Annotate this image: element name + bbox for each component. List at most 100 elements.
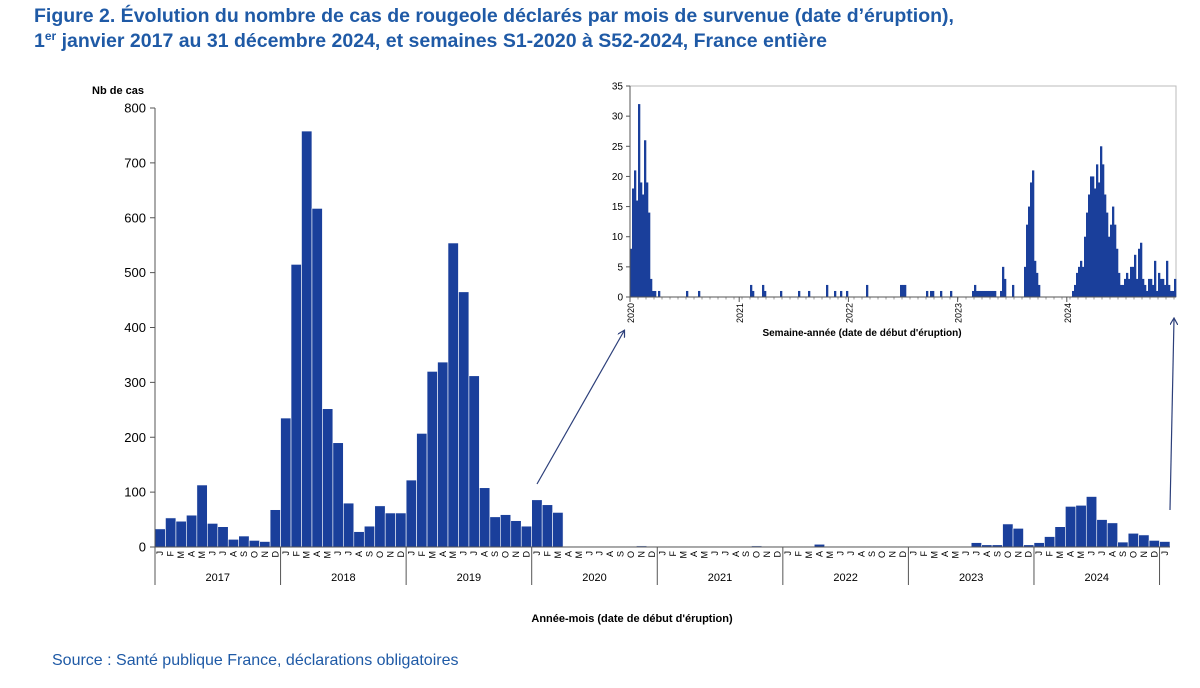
monthly-bar — [1012, 528, 1024, 548]
weekly-bar — [686, 290, 689, 297]
monthly-year-label: 2017 — [206, 572, 230, 584]
monthly-month-tick-label: J — [1097, 551, 1107, 556]
monthly-month-tick-label: J — [1160, 551, 1170, 556]
monthly-y-tick-label: 800 — [124, 101, 146, 116]
weekly-bar — [1148, 278, 1151, 297]
inset-x-axis-label: Semaine-année (date de début d'éruption) — [762, 328, 961, 339]
weekly-bar — [632, 188, 635, 297]
weekly-bar — [1024, 266, 1027, 297]
weekly-bar — [904, 284, 907, 297]
monthly-month-tick-label: N — [511, 551, 521, 558]
monthly-y-tick-label: 0 — [139, 540, 146, 555]
weekly-bar — [1160, 278, 1163, 297]
monthly-month-tick-label: J — [218, 551, 228, 556]
monthly-bar — [500, 514, 512, 548]
monthly-month-tick-label: D — [773, 551, 783, 558]
monthly-month-tick-label: N — [1013, 551, 1023, 558]
monthly-bar — [165, 517, 177, 548]
monthly-month-tick-label: D — [647, 551, 657, 558]
monthly-bar — [531, 499, 543, 548]
weekly-bar — [658, 290, 661, 297]
weekly-bar — [1092, 176, 1095, 297]
monthly-bar — [426, 371, 438, 548]
monthly-month-tick-label: F — [166, 551, 176, 557]
weekly-bar — [840, 290, 843, 297]
weekly-bar — [780, 290, 783, 297]
monthly-bar — [332, 442, 344, 548]
monthly-bar — [353, 531, 365, 548]
monthly-bar — [363, 525, 376, 548]
monthly-month-tick-label: J — [971, 551, 981, 556]
monthly-bar — [175, 520, 187, 548]
monthly-month-tick-label: A — [814, 551, 824, 557]
weekly-bar — [826, 284, 829, 297]
weekly-bar — [1034, 260, 1037, 297]
monthly-bar — [520, 525, 532, 548]
weekly-bar — [636, 200, 639, 297]
weekly-bar — [1138, 248, 1141, 297]
weekly-bar — [978, 290, 981, 297]
monthly-month-tick-label: N — [260, 551, 270, 558]
monthly-x-axis-label: Année-mois (date de début d'éruption) — [531, 613, 733, 625]
weekly-bar — [752, 290, 755, 297]
monthly-month-tick-label: M — [804, 551, 814, 559]
figure-title: Figure 2. Évolution du nombre de cas de … — [34, 4, 1184, 54]
monthly-bar — [1148, 540, 1160, 548]
monthly-month-tick-label: A — [354, 551, 364, 557]
zoom-arrow-left — [536, 331, 624, 485]
weekly-bar — [1082, 266, 1085, 297]
monthly-month-tick-label: F — [794, 551, 804, 557]
weekly-bar — [994, 290, 997, 297]
weekly-bar — [1002, 266, 1005, 297]
monthly-month-tick-label: M — [678, 551, 688, 559]
monthly-bar — [1096, 519, 1108, 548]
monthly-month-tick-label: F — [919, 551, 929, 557]
monthly-month-tick-label: J — [406, 551, 416, 556]
weekly-bar — [1100, 146, 1103, 297]
weekly-bar — [1112, 206, 1115, 297]
weekly-bar — [1096, 164, 1099, 297]
monthly-bar — [1033, 542, 1045, 548]
monthly-bar — [479, 487, 491, 548]
monthly-month-tick-label: F — [1045, 551, 1055, 557]
monthly-year-label: 2018 — [331, 572, 355, 584]
inset-y-tick-label: 35 — [612, 82, 624, 93]
monthly-month-tick-label: D — [396, 551, 406, 558]
monthly-month-tick-label: M — [1076, 551, 1086, 559]
weekly-bar — [834, 290, 837, 297]
monthly-month-tick-label: A — [563, 551, 573, 557]
weekly-bar — [932, 290, 935, 297]
monthly-bar — [1138, 534, 1150, 548]
inset-year-label: 2024 — [1063, 303, 1073, 323]
monthly-bar — [468, 375, 480, 548]
monthly-month-tick-label: J — [155, 551, 165, 556]
monthly-bar — [1054, 526, 1066, 548]
monthly-month-tick-label: D — [898, 551, 908, 558]
weekly-bar — [902, 284, 905, 297]
inset-y-tick-label: 20 — [612, 172, 624, 183]
monthly-bar — [248, 540, 260, 548]
weekly-bar — [650, 278, 653, 297]
weekly-bar — [640, 182, 643, 297]
monthly-year-label: 2024 — [1085, 572, 1109, 584]
inset-year-label: 2021 — [735, 303, 745, 323]
weekly-bar — [1128, 278, 1131, 297]
inset-y-tick-label: 15 — [612, 202, 624, 213]
monthly-bar — [207, 523, 219, 548]
monthly-y-tick-label: 600 — [124, 210, 146, 225]
weekly-bar — [974, 284, 977, 297]
monthly-month-tick-label: A — [1066, 551, 1076, 557]
title-line-2: 1er janvier 2017 au 31 décembre 2024, et… — [34, 29, 1184, 54]
monthly-month-tick-label: O — [501, 551, 511, 558]
monthly-bar — [290, 264, 302, 548]
monthly-month-tick-label: O — [752, 551, 762, 558]
weekly-bar — [1038, 284, 1041, 297]
weekly-bar — [644, 140, 647, 297]
inset-year-label: 2022 — [844, 303, 854, 323]
monthly-bar — [154, 528, 166, 548]
monthly-month-tick-label: S — [365, 551, 375, 557]
monthly-month-tick-label: D — [521, 551, 531, 558]
weekly-bar — [1102, 164, 1105, 297]
monthly-bar — [458, 291, 470, 548]
weekly-bar — [950, 290, 953, 297]
